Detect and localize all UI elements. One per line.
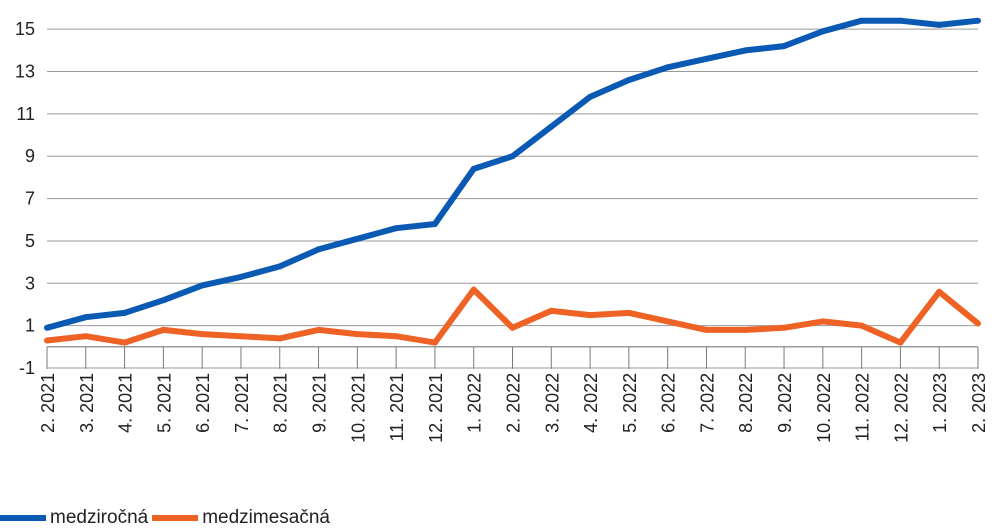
series-line-1 <box>46 17 979 331</box>
data-point <box>936 288 943 295</box>
x-tick-label: 12. 2021 <box>426 373 446 443</box>
data-point <box>897 17 904 24</box>
legend-item-series-2: medzimesačná <box>152 507 330 529</box>
data-point <box>936 21 943 28</box>
series-line-2 <box>46 286 980 346</box>
data-point <box>199 331 206 338</box>
data-point <box>897 339 904 346</box>
y-tick-label: 13 <box>15 62 35 82</box>
data-point <box>781 43 788 50</box>
data-point <box>664 64 671 71</box>
x-tick-label: 7. 2022 <box>697 373 717 433</box>
x-tick-label: 1. 2022 <box>465 373 485 433</box>
data-point <box>548 123 555 130</box>
legend: medziročná medzimesačná <box>0 505 334 531</box>
x-tick-label: 12. 2022 <box>891 373 911 443</box>
data-point <box>742 47 749 54</box>
x-tick-label: 4. 2022 <box>581 373 601 433</box>
data-point <box>509 153 516 160</box>
data-point <box>431 221 438 227</box>
legend-swatch-series-1 <box>0 515 46 521</box>
x-tick-label: 6. 2021 <box>193 373 213 433</box>
gridlines <box>47 28 978 369</box>
x-tick-label: 6. 2022 <box>659 373 679 433</box>
data-point <box>470 286 477 293</box>
x-tick-label: 10. 2021 <box>348 373 368 443</box>
data-point <box>819 28 826 35</box>
data-point <box>393 333 400 340</box>
data-point <box>121 339 128 346</box>
data-point <box>587 312 594 319</box>
x-tick-label: 1. 2023 <box>930 373 950 433</box>
x-tick-label: 2. 2022 <box>504 373 524 433</box>
x-tick-label: 9. 2022 <box>775 373 795 433</box>
x-tick-label: 2. 2021 <box>38 373 58 433</box>
data-point <box>82 333 89 340</box>
x-tick-label: 11. 2022 <box>853 373 873 442</box>
x-tick-label: 5. 2022 <box>620 373 640 433</box>
data-point <box>44 337 50 344</box>
line-chart: 15 13 11 9 7 5 3 1 -1 2. 2021 3. 2021 4. 2021 5. 20… <box>15 17 989 443</box>
y-tick-label: 3 <box>25 273 35 293</box>
data-point <box>587 93 594 100</box>
x-tick-label: 9. 2021 <box>310 373 330 433</box>
data-point <box>276 335 283 342</box>
data-point <box>354 235 361 242</box>
x-tick-label: 4. 2021 <box>116 373 136 433</box>
data-point <box>199 282 206 289</box>
data-point <box>315 326 322 333</box>
x-tick-label: 3. 2022 <box>542 373 562 433</box>
x-tick-label: 3. 2021 <box>77 373 97 433</box>
x-axis-ticks: 2. 2021 3. 2021 4. 2021 5. 2021 6. 2021 7. 20… <box>38 373 989 443</box>
series-lines <box>44 17 981 346</box>
x-tick-label: 11. 2021 <box>387 373 407 442</box>
data-point <box>664 318 671 325</box>
y-tick-label: 1 <box>25 316 35 336</box>
legend-label-series-2: medzimesačná <box>202 507 330 528</box>
y-axis-ticks: 15 13 11 9 7 5 3 1 -1 <box>15 19 35 378</box>
data-point <box>975 320 981 327</box>
x-tick-label: 7. 2021 <box>232 373 252 433</box>
data-point <box>276 263 283 270</box>
x-tick-label: 5. 2021 <box>154 373 174 433</box>
legend-label-series-1: medziročná <box>50 507 149 528</box>
data-point <box>160 326 167 333</box>
legend-swatch-series-2 <box>152 515 199 521</box>
data-point <box>742 326 749 333</box>
data-point <box>354 331 361 338</box>
y-tick-label: 9 <box>25 146 35 166</box>
data-point <box>237 333 244 340</box>
x-axis <box>46 346 979 369</box>
x-tick-label: 2. 2023 <box>969 373 989 433</box>
data-point <box>121 309 128 316</box>
legend-item-series-1: medziročná <box>0 507 148 529</box>
data-point <box>470 165 477 172</box>
data-point <box>431 339 438 346</box>
data-point <box>393 225 400 232</box>
data-point <box>237 273 244 280</box>
y-tick-label: 7 <box>25 189 35 209</box>
data-point <box>819 318 826 325</box>
data-point <box>509 324 516 331</box>
data-point <box>160 297 167 304</box>
data-point <box>975 17 981 24</box>
y-tick-label: 11 <box>16 104 35 124</box>
data-point <box>315 246 322 253</box>
data-point <box>858 17 865 24</box>
x-tick-label: 8. 2021 <box>271 373 291 433</box>
data-point <box>858 322 865 329</box>
y-tick-label: 15 <box>15 19 35 39</box>
data-point <box>703 326 710 333</box>
y-tick-label: -1 <box>19 358 35 378</box>
data-point <box>703 55 710 62</box>
x-tick-label: 8. 2022 <box>736 373 756 433</box>
data-point <box>82 314 89 321</box>
data-point <box>781 324 788 331</box>
data-point <box>548 307 555 314</box>
y-tick-label: 5 <box>25 231 35 251</box>
data-point <box>44 324 50 331</box>
data-point <box>625 77 632 83</box>
data-point <box>625 309 632 316</box>
x-tick-label: 10. 2022 <box>814 373 834 443</box>
